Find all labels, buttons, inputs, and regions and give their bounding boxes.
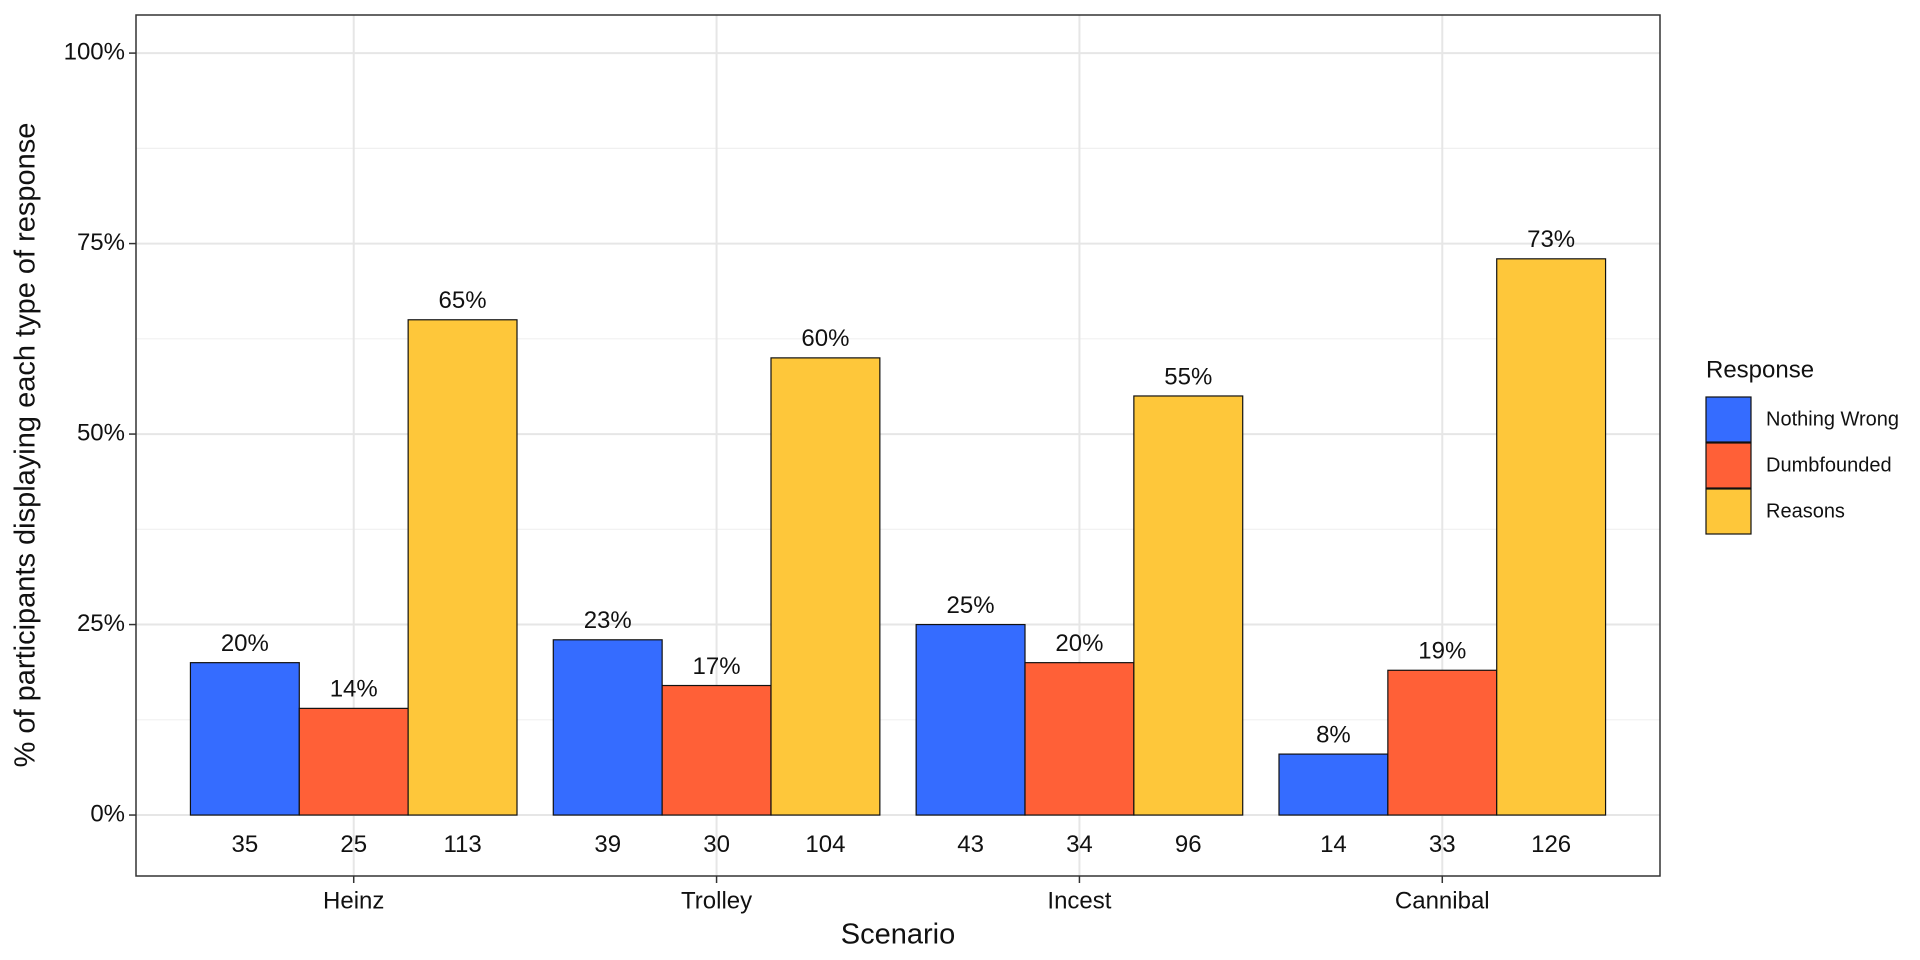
value-label: 25% xyxy=(947,592,995,619)
bar xyxy=(298,707,409,816)
legend-label: Dumbfounded xyxy=(1766,454,1892,476)
y-tick-label: 75% xyxy=(77,229,125,256)
bar xyxy=(552,639,663,816)
value-label: 20% xyxy=(1055,630,1103,657)
count-label: 30 xyxy=(703,831,730,858)
count-label: 104 xyxy=(805,831,845,858)
count-label: 33 xyxy=(1429,831,1456,858)
value-label: 14% xyxy=(330,676,378,703)
bar xyxy=(407,319,518,816)
bar xyxy=(1133,395,1244,816)
y-tick-label: 25% xyxy=(77,610,125,637)
legend-label: Nothing Wrong xyxy=(1766,408,1899,430)
x-tick-label: Cannibal xyxy=(1395,887,1490,914)
count-label: 96 xyxy=(1175,831,1202,858)
y-tick-label: 50% xyxy=(77,419,125,446)
y-axis-title: % of participants displaying each type o… xyxy=(10,123,42,768)
x-axis-title: Scenario xyxy=(841,919,955,951)
bar xyxy=(1278,753,1389,816)
value-label: 23% xyxy=(584,607,632,634)
legend-key xyxy=(1705,488,1752,535)
bar xyxy=(661,684,772,816)
legend-title: Response xyxy=(1706,356,1814,383)
value-label: 19% xyxy=(1418,638,1466,665)
x-tick-label: Incest xyxy=(1047,887,1111,914)
count-label: 43 xyxy=(957,831,984,858)
plot-area: 20% 35 14% 25 65% 113 23% 39 17% 30 60% 104 25% 43 20%… xyxy=(136,15,1660,876)
count-label: 34 xyxy=(1066,831,1093,858)
x-tick-label: Trolley xyxy=(681,887,752,914)
value-label: 20% xyxy=(221,630,269,657)
legend-key xyxy=(1705,396,1752,443)
count-label: 25 xyxy=(340,831,367,858)
bar xyxy=(1496,258,1607,816)
bar xyxy=(1387,669,1498,816)
panel-border xyxy=(135,14,1661,877)
y-tick-label: 100% xyxy=(64,38,125,65)
bar xyxy=(770,357,881,816)
value-label: 73% xyxy=(1527,226,1575,253)
count-label: 126 xyxy=(1531,831,1571,858)
x-tick-label: Heinz xyxy=(323,887,384,914)
count-label: 14 xyxy=(1320,831,1347,858)
value-label: 65% xyxy=(439,287,487,314)
bar xyxy=(915,623,1026,816)
legend-label: Reasons xyxy=(1766,500,1845,522)
count-label: 35 xyxy=(232,831,259,858)
bar xyxy=(189,662,300,816)
y-tick-label: 0% xyxy=(90,800,125,827)
value-label: 17% xyxy=(693,653,741,680)
value-label: 60% xyxy=(801,325,849,352)
legend-key xyxy=(1705,442,1752,489)
value-label: 8% xyxy=(1316,721,1351,748)
count-label: 113 xyxy=(443,831,481,858)
value-label: 55% xyxy=(1164,363,1212,390)
bar xyxy=(1024,662,1135,816)
count-label: 39 xyxy=(594,831,621,858)
